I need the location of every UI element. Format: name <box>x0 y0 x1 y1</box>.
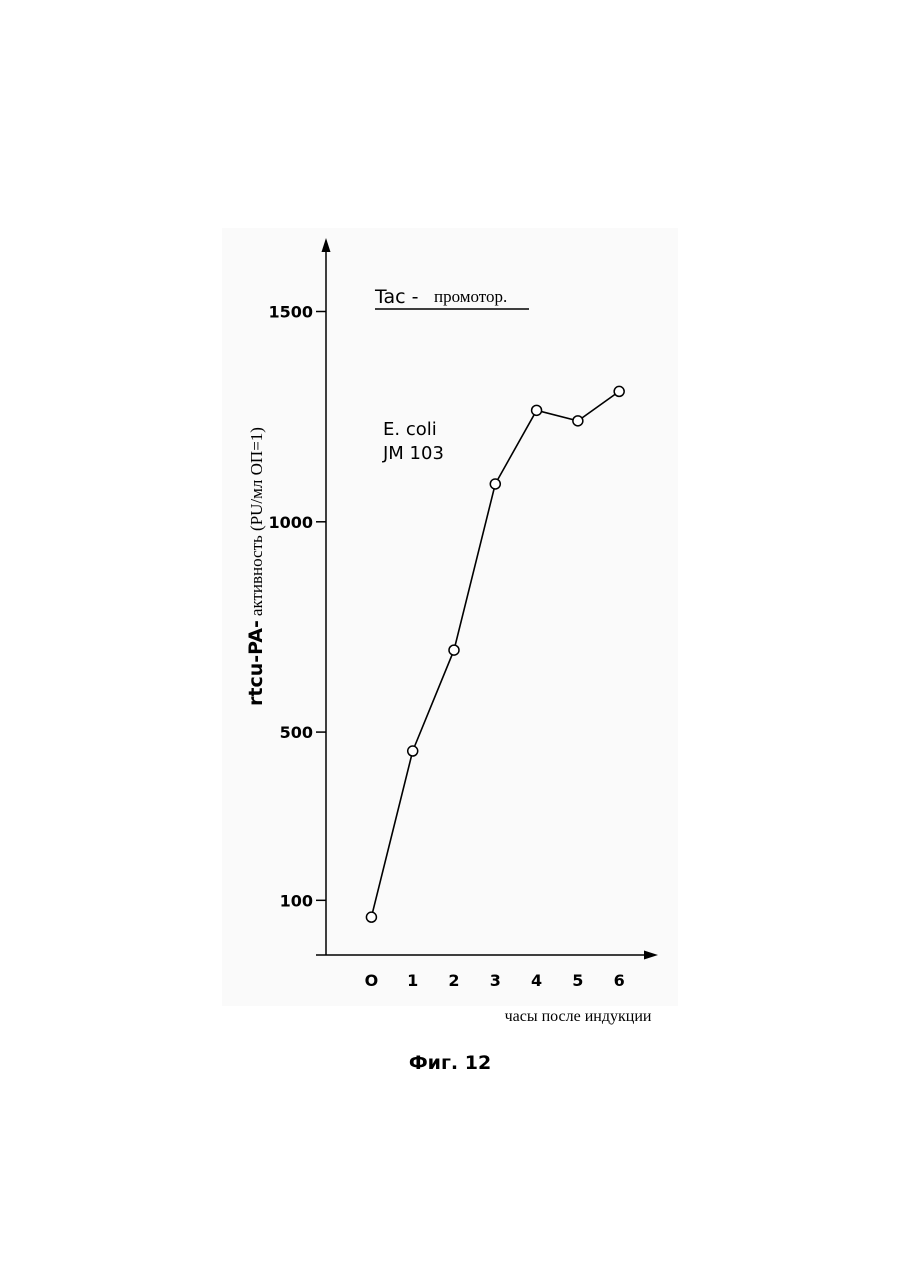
figure-caption: Фиг. 12 <box>409 1052 491 1074</box>
data-point <box>532 405 542 415</box>
x-tick-label: 5 <box>572 971 583 990</box>
data-point <box>490 479 500 489</box>
x-axis-label: часы после индукции <box>505 1008 652 1025</box>
annotation-line-1: E. coli <box>383 419 437 440</box>
data-point <box>449 645 459 655</box>
x-tick-label: 6 <box>614 971 625 990</box>
x-tick-label: O <box>365 971 379 990</box>
annotation-line-2: JM 103 <box>382 443 444 464</box>
y-tick-label: 1000 <box>268 513 313 532</box>
plot-background <box>222 228 678 1006</box>
x-tick-label: 2 <box>448 971 459 990</box>
chart-title-main: Tac - <box>374 286 418 308</box>
data-point <box>366 912 376 922</box>
y-tick-label: 100 <box>280 891 313 910</box>
x-tick-label: 4 <box>531 971 542 990</box>
x-tick-label: 3 <box>490 971 501 990</box>
data-point <box>573 416 583 426</box>
y-tick-label: 1500 <box>268 303 313 322</box>
y-tick-label: 500 <box>280 723 313 742</box>
y-axis-label: rtcu-PA- активность (PU/мл ОП=1) <box>245 427 267 706</box>
y-axis-label-suffix: активность (PU/мл ОП=1) <box>247 427 266 616</box>
data-point <box>408 746 418 756</box>
data-point <box>614 386 624 396</box>
x-tick-label: 1 <box>407 971 418 990</box>
chart-title-suffix: промотор. <box>434 287 507 306</box>
y-axis-label-main: rtcu-PA- <box>245 620 267 706</box>
